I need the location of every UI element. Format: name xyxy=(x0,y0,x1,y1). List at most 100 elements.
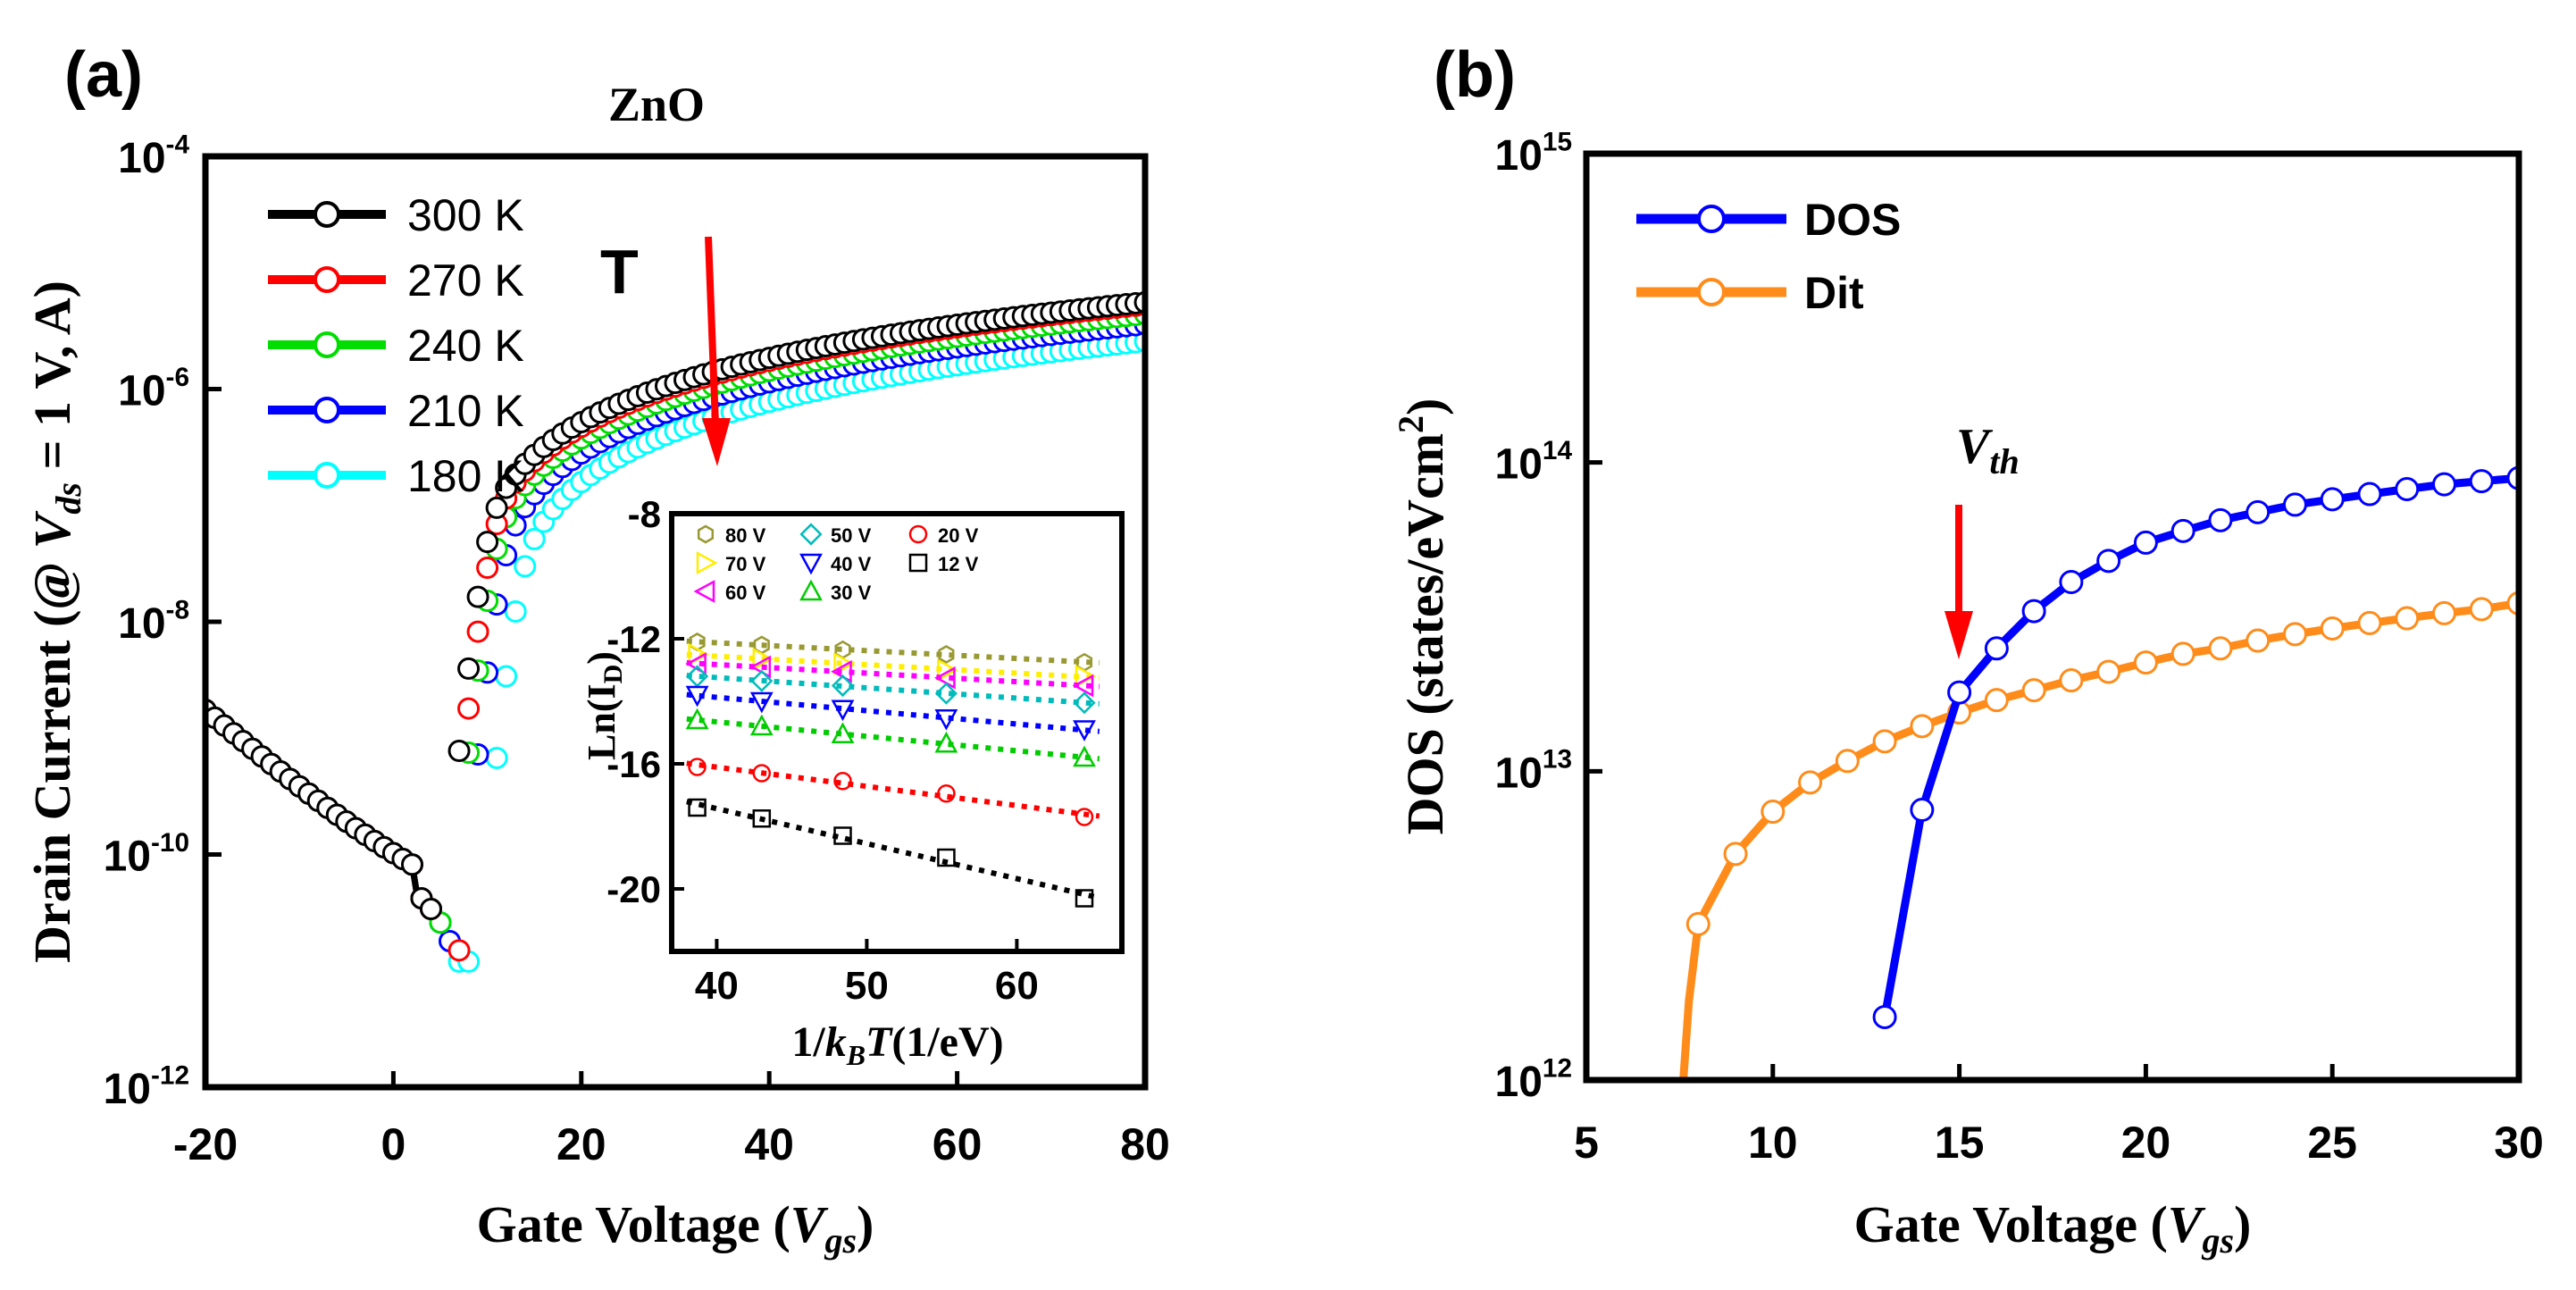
vth-annotation: Vth xyxy=(1956,419,2020,482)
legend-label: Dit xyxy=(1804,268,1864,318)
panel-a-label: (a) xyxy=(64,39,143,111)
panel-b-y-tick-label: 1012 xyxy=(1495,1053,1572,1106)
inset-y-tick-label: -12 xyxy=(606,618,661,660)
dit-data-point xyxy=(2282,622,2307,647)
legend-marker xyxy=(314,201,340,228)
panel-a-data-point xyxy=(504,599,527,623)
inset-marker-tri-right xyxy=(752,647,774,671)
dit-data-point xyxy=(1984,688,2009,713)
panel-a-y-tick-label-exp: -8 xyxy=(166,595,189,624)
panel-a-x-tick-label: 40 xyxy=(744,1119,794,1169)
panel-a-y-tick-label: 10-4 xyxy=(118,130,189,182)
inset-y-tick-label: -8 xyxy=(628,493,661,535)
panel-a-data-point xyxy=(485,496,508,519)
svg-text:1/kBT(1/eV): 1/kBT(1/eV) xyxy=(791,1018,1003,1071)
inset-background xyxy=(672,514,1122,951)
inset-y-tick-label: -20 xyxy=(606,868,661,910)
panel-a-y-tick-label: 10-8 xyxy=(118,595,189,648)
panel-a: (a) ZnO -20 0 20 40 60 80 10-1210-1010-810-61… xyxy=(23,0,1170,1261)
dit-data-point xyxy=(2320,616,2345,641)
inset-legend-label: 50 V xyxy=(831,524,872,547)
panel-a-y-tick-label: 10-10 xyxy=(104,828,189,881)
dit-data-point xyxy=(2059,668,2084,693)
panel-b-plot-frame xyxy=(1583,150,2522,1084)
panel-b-y-tick-label: 1014 xyxy=(1495,436,1573,489)
panel-b-y-tick-label-exp: 12 xyxy=(1543,1053,1572,1083)
inset-marker-square xyxy=(908,553,928,573)
inset-marker-square xyxy=(833,826,852,845)
dit-data-point xyxy=(2357,610,2382,635)
panel-b-x-tick-label: 20 xyxy=(2121,1118,2171,1168)
panel-b-y-label: DOS (states/eVcm2) xyxy=(1391,398,1454,835)
dos-series-line xyxy=(1880,473,2519,1018)
svg-text:Gate Voltage (Vgs): Gate Voltage (Vgs) xyxy=(477,1195,874,1261)
inset-marker-diamond xyxy=(1073,691,1096,715)
inset-x-tick-label: 60 xyxy=(995,964,1039,1008)
legend-label: DOS xyxy=(1804,195,1901,245)
inset-marker-tri-left xyxy=(933,666,956,690)
inset-x-tick-label: 50 xyxy=(845,964,889,1008)
panel-b-label: (b) xyxy=(1434,39,1516,111)
panel-b-y-tick-label: 1013 xyxy=(1495,745,1572,798)
panel-a-data-point xyxy=(440,0,460,10)
panel-a-x-tick-label: 0 xyxy=(381,1119,406,1169)
svg-text:Gate Voltage (Vgs): Gate Voltage (Vgs) xyxy=(1854,1195,2252,1261)
inset-marker-circle xyxy=(752,764,772,783)
inset-marker-square xyxy=(688,798,707,817)
inset-marker-square xyxy=(1075,889,1094,908)
dit-data-point xyxy=(1835,749,1860,774)
inset-frame xyxy=(669,511,1125,954)
svg-text:Vth: Vth xyxy=(1956,419,2020,482)
temperature-arrow-head xyxy=(702,418,731,466)
panel-a-data-point xyxy=(476,531,499,554)
inset-series xyxy=(685,632,1100,908)
dos-data-point xyxy=(1910,798,1935,823)
inset-marker-tri-down xyxy=(799,553,823,575)
panel-a-x-tick-label: 80 xyxy=(1120,1119,1170,1169)
dos-data-point xyxy=(2133,530,2158,555)
panel-b-y-tick-label-exp: 14 xyxy=(1543,436,1573,465)
panel-b-x-tick-label: 25 xyxy=(2307,1118,2357,1168)
dit-data-point xyxy=(2096,659,2121,684)
panel-a-y-tick-label-base: 10 xyxy=(118,368,165,415)
panel-a-y-tick-label: 10-6 xyxy=(118,363,189,415)
inset-legend-label: 60 V xyxy=(725,582,766,604)
inset-legend-label: 70 V xyxy=(725,553,766,575)
panel-a-plot-frame xyxy=(202,153,1149,1091)
panel-a-data-point xyxy=(466,585,489,608)
inset-marker-square xyxy=(752,809,772,828)
panel-b-y-tick-label-base: 10 xyxy=(1495,132,1543,180)
panel-a-y-tick-label-base: 10 xyxy=(118,600,165,648)
svg-text:Drain Current (@ Vds = 1 V, A): Drain Current (@ Vds = 1 V, A) xyxy=(23,281,88,963)
panel-b-y-tick-label-base: 10 xyxy=(1495,441,1543,489)
dos-data-point xyxy=(1947,680,1972,705)
panel-a-legend: 300 K 270 K 240 K 210 K 180 K xyxy=(268,190,524,501)
panel-b-series xyxy=(1679,465,2519,1080)
svg-text:Ln(ID): Ln(ID) xyxy=(580,651,628,760)
inset-marker-tri-right xyxy=(833,652,855,675)
panel-a-x-tick-label: -20 xyxy=(173,1119,238,1169)
inset-marker-tri-down xyxy=(1073,720,1096,741)
panel-a-x-label: Gate Voltage (Vgs) xyxy=(477,1195,874,1261)
dit-data-point xyxy=(2133,650,2158,675)
inset-marker-tri-up xyxy=(799,579,823,601)
panel-a-x-tick-label: 60 xyxy=(933,1119,983,1169)
dit-data-point xyxy=(2469,597,2494,622)
inset-chart: 80 V 70 V 60 V 50 V 40 V 30 V 20 V 12 V 40 50 60 … xyxy=(580,493,1125,1071)
panel-b-x-tick-label: 5 xyxy=(1574,1118,1599,1168)
inset-marker-tri-up xyxy=(1073,745,1096,767)
temperature-annotation: T xyxy=(600,237,639,306)
dos-data-point xyxy=(2246,499,2271,524)
inset-legend-label: 30 V xyxy=(831,582,872,604)
inset-marker-diamond xyxy=(831,674,855,698)
legend-marker xyxy=(314,397,340,423)
inset-marker-diamond xyxy=(799,523,823,546)
inset-marker-tri-left xyxy=(1072,674,1094,698)
inset-legend-label: 20 V xyxy=(938,524,979,547)
vth-arrow-head xyxy=(1945,611,1973,659)
inset-fit-line xyxy=(686,799,1100,900)
panel-a-data-point xyxy=(449,0,469,10)
panel-a-data-point xyxy=(431,0,450,10)
